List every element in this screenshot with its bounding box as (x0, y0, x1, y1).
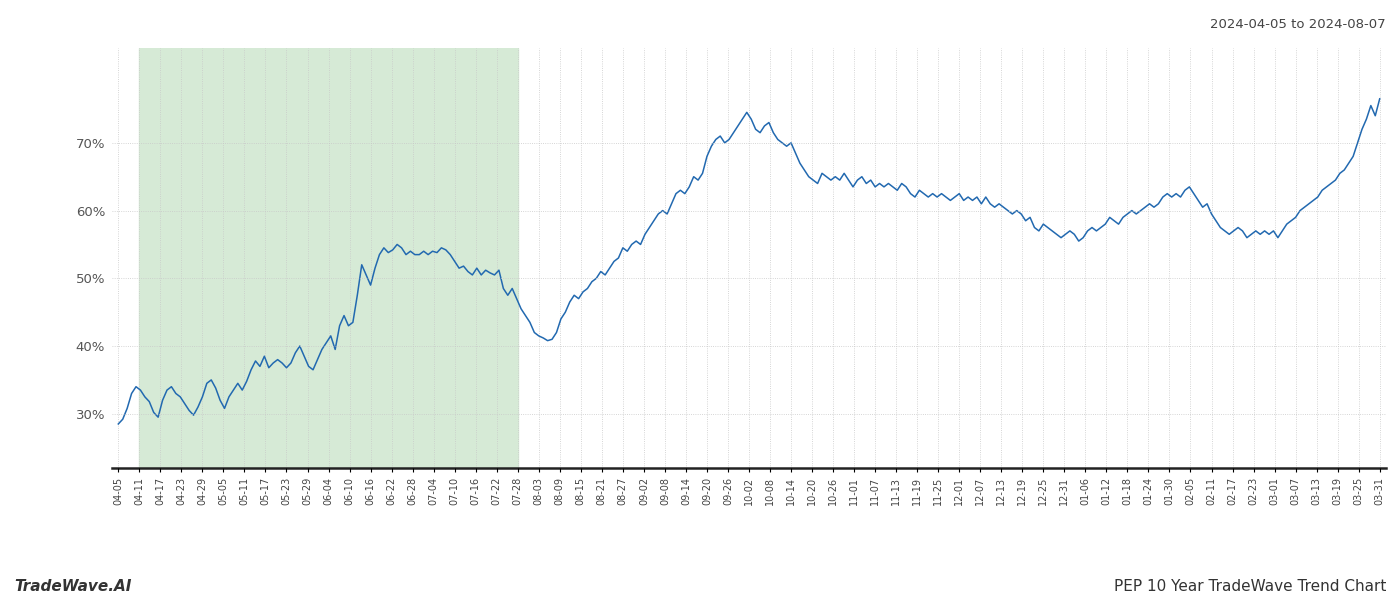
Text: PEP 10 Year TradeWave Trend Chart: PEP 10 Year TradeWave Trend Chart (1113, 579, 1386, 594)
Bar (140, 48, 518, 468)
Text: 2024-04-05 to 2024-08-07: 2024-04-05 to 2024-08-07 (1211, 18, 1386, 31)
Text: TradeWave.AI: TradeWave.AI (14, 579, 132, 594)
